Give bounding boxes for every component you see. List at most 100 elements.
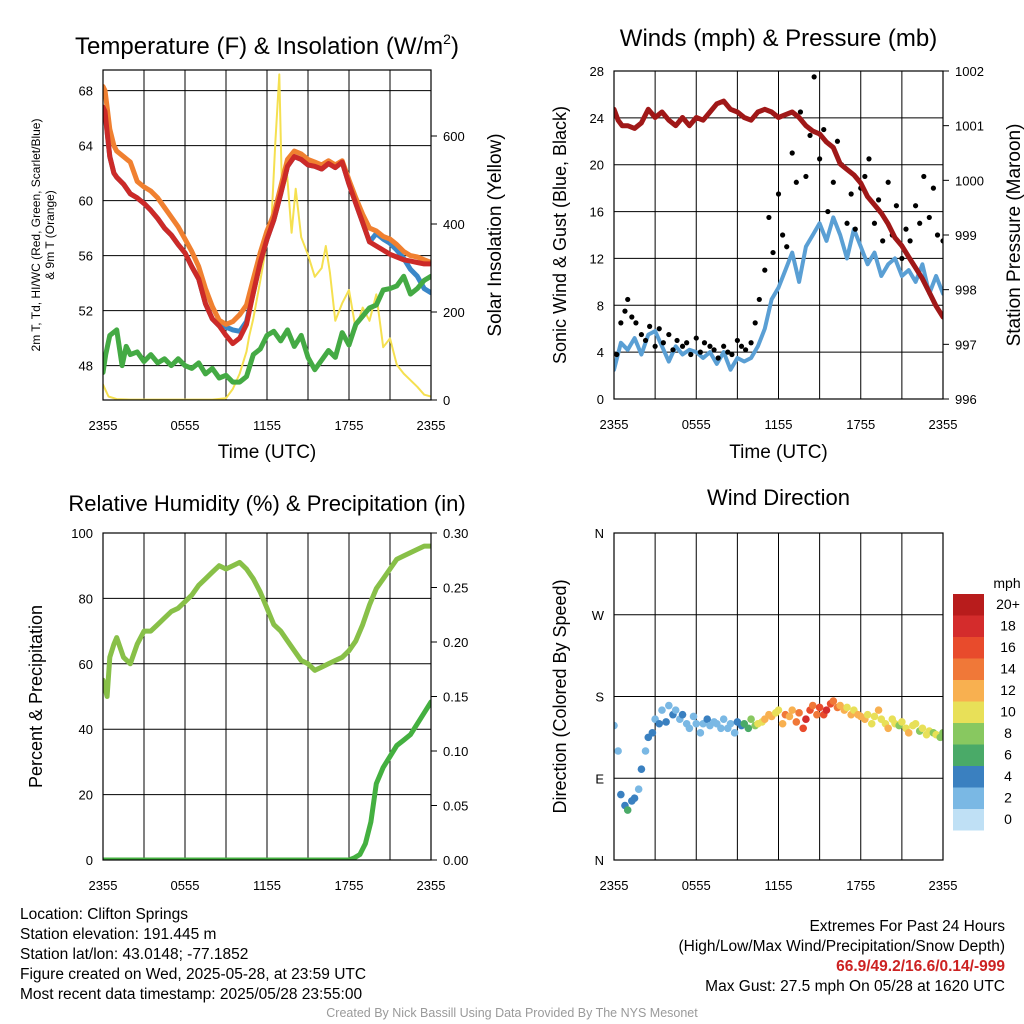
colorbar-swatch (953, 744, 984, 766)
colorbar-swatch (953, 787, 984, 809)
wind-gust-point (748, 340, 754, 346)
colorbar-label: 0 (1004, 811, 1012, 827)
direction-chart: Wind Direction 2355 0555 1155 1755 2355 N E S W N D… (550, 485, 1021, 893)
colorbar-label: 10 (1000, 704, 1016, 720)
wind-gust-point (666, 331, 672, 338)
direction-point (815, 703, 824, 712)
wind-gust-point (780, 232, 786, 238)
extremes-values: 66.9/49.2/16.6/0.14/-999 (836, 958, 1005, 975)
wind-gust-point (917, 220, 923, 226)
humidity-y2tick-label: 0.30 (443, 526, 468, 541)
direction-xtick-label: 0555 (682, 878, 711, 893)
direction-ylabel: Direction (Colored By Speed) (550, 579, 570, 813)
temperature-xtick-label: 1155 (253, 418, 281, 433)
wind-gust-point (784, 244, 790, 250)
wind-y2label: Station Pressure (Maroon) (1004, 124, 1024, 347)
colorbar-label: 16 (1000, 639, 1016, 655)
station-latlon: Station lat/lon: 43.0148; -77.1852 (20, 946, 249, 963)
colorbar-label: 20+ (996, 596, 1020, 612)
direction-point (730, 729, 739, 737)
wind-gust-point (885, 179, 891, 185)
colorbar-swatch (953, 680, 984, 702)
temperature-ytick-label: 60 (79, 194, 93, 209)
wind-gust-point (711, 347, 717, 353)
wind-gust-point (697, 349, 703, 355)
direction-point (648, 729, 657, 737)
humidity-ytick-label: 100 (71, 526, 93, 541)
direction-point (813, 710, 821, 719)
humidity-y2tick-label: 0.15 (443, 690, 468, 705)
wind-xtick-label: 2355 (600, 417, 629, 432)
wind-ytick-label: 16 (590, 205, 604, 220)
humidity-ytick-label: 0 (86, 853, 93, 868)
colorbar-label: 6 (1004, 747, 1012, 763)
direction-point (904, 729, 913, 737)
direction-frame (613, 532, 944, 861)
wind-gust-point (725, 349, 731, 355)
wind-gust-point (866, 156, 872, 162)
direction-ytick-label: N (595, 526, 604, 541)
direction-point (726, 719, 735, 728)
wind-gust-point (817, 156, 823, 162)
direction-xtick-label: 2355 (600, 878, 629, 893)
direction-point (634, 785, 643, 793)
direction-point (717, 724, 725, 733)
wind-gust-point (940, 238, 943, 244)
wind-series-line (614, 98, 943, 320)
wind-gust-point (766, 214, 772, 221)
direction-point (829, 697, 838, 705)
direction-point (843, 703, 851, 712)
temperature-series-line (103, 273, 431, 385)
wind-gust-point (899, 255, 905, 262)
wind-gust-point (834, 138, 841, 144)
colorbar-label: 14 (1000, 661, 1016, 677)
wind-y2tick-label: 1002 (955, 64, 984, 79)
wind-y2tick-label: 998 (955, 283, 977, 298)
wind-ytick-label: 28 (590, 64, 604, 79)
direction-point (788, 706, 797, 714)
extremes-info: Extremes For Past 24 Hours (High/Low/Max… (679, 917, 1006, 997)
temperature-ytick-label: 68 (79, 84, 93, 99)
wind-gust-point (625, 296, 631, 303)
wind-gust-point (670, 347, 676, 353)
colorbar-title: mph (993, 575, 1020, 591)
temperature-ylabel: 2m T, Td, HI/WC (Red, Green, Scarlet/Blu… (29, 119, 57, 352)
direction-point (802, 715, 810, 724)
direction-point (637, 765, 646, 773)
wind-gust-point (684, 340, 690, 346)
humidity-y2tick-label: 0.20 (443, 635, 468, 650)
direction-xtick-label: 1155 (765, 878, 793, 893)
max-gust: Max Gust: 27.5 mph On 05/28 at 1620 UTC (705, 978, 1005, 995)
humidity-y2tick-label: 0.05 (443, 799, 468, 814)
wind-gust-point (679, 343, 686, 349)
direction-point (778, 719, 787, 728)
extremes-subtitle: (High/Low/Max Wind/Precipitation/Snow De… (678, 938, 1006, 955)
direction-point (874, 706, 883, 714)
wind-y2tick-label: 996 (955, 392, 977, 407)
wind-gust-point (614, 351, 620, 358)
station-info: Location: Clifton Springs Station elevat… (20, 905, 366, 1005)
direction-point (747, 715, 755, 724)
temperature-y2tick-label: 0 (443, 393, 450, 408)
temperature-title: Temperature (F) & Insolation (W/m2) (75, 31, 459, 60)
humidity-ylabel: Percent & Precipitation (26, 605, 46, 788)
title-close-paren: ) (451, 33, 459, 60)
wind-gust-point (871, 220, 878, 226)
temperature-xlabel: Time (UTC) (218, 442, 317, 463)
direction-point (671, 706, 680, 714)
wind-y2tick-label: 999 (955, 228, 977, 243)
direction-point (867, 719, 876, 728)
wind-chart: Winds (mph) & Pressure (mb) 2355 0555 1155 1… (550, 25, 1024, 463)
wind-gust-point (638, 331, 645, 338)
humidity-chart: Relative Humidity (%) & Precipitation (i… (26, 491, 468, 893)
wind-xtick-label: 1755 (846, 417, 875, 432)
wind-gust-point (830, 179, 836, 185)
direction-point (822, 706, 831, 714)
temperature-ytick-label: 56 (79, 249, 93, 264)
temperature-xtick-label: 0555 (171, 418, 200, 433)
wind-gust-point (793, 179, 799, 185)
direction-point (719, 715, 728, 724)
colorbar-label: 4 (1004, 768, 1012, 784)
wind-gust-point (707, 343, 713, 349)
